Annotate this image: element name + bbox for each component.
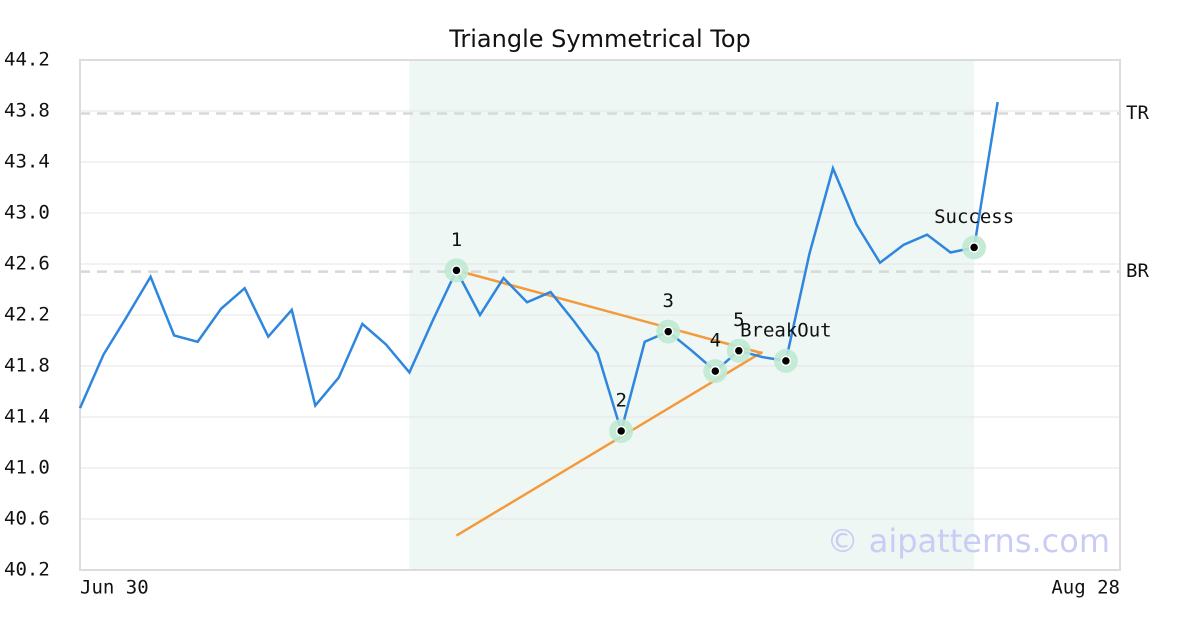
- point-label: 3: [663, 290, 674, 312]
- point-label: 2: [615, 390, 626, 412]
- x-tick-label: Jun 30: [80, 577, 149, 599]
- point-dot: [451, 265, 462, 276]
- point-dot: [662, 326, 674, 337]
- y-tick-label: 43.0: [4, 202, 50, 224]
- y-tick-label: 43.8: [4, 100, 50, 122]
- trendline: [456, 269, 763, 355]
- point-label: 4: [710, 330, 721, 352]
- y-tick-label: 41.8: [4, 355, 50, 377]
- point-dot: [733, 345, 745, 356]
- point-label: 1: [451, 229, 462, 251]
- y-tick-label: 40.6: [4, 508, 50, 530]
- y-tick-label: 42.6: [4, 253, 50, 275]
- point-dot: [968, 242, 980, 253]
- point-label: BreakOut: [740, 319, 832, 341]
- y-tick-label: 41.4: [4, 406, 50, 428]
- point-label: Success: [934, 206, 1014, 228]
- watermark: © aipatterns.com: [827, 522, 1110, 560]
- chart-title: Triangle Symmetrical Top: [448, 25, 751, 53]
- y-tick-label: 43.4: [4, 151, 50, 173]
- point-dot: [780, 355, 792, 367]
- y-tick-label: 40.2: [4, 559, 50, 581]
- point-dot: [710, 365, 721, 377]
- level-label: TR: [1126, 102, 1149, 124]
- trendline: [455, 350, 763, 537]
- x-tick-label: Aug 28: [1051, 577, 1120, 599]
- y-tick-label: 44.2: [4, 49, 50, 71]
- price-line: [78, 101, 999, 436]
- point-dot: [615, 425, 627, 437]
- point-label: 5: [733, 309, 744, 331]
- plot-frame: [79, 59, 1121, 571]
- y-tick-label: 41.0: [4, 457, 50, 479]
- level-label: BR: [1126, 260, 1149, 282]
- y-tick-label: 42.2: [4, 304, 50, 326]
